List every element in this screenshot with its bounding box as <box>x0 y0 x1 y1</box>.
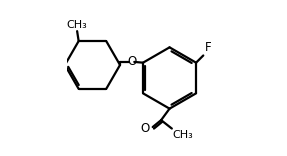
Text: O: O <box>141 122 150 135</box>
Text: CH₃: CH₃ <box>67 20 88 30</box>
Text: CH₃: CH₃ <box>172 130 193 140</box>
Text: F: F <box>205 41 211 54</box>
Text: O: O <box>127 55 136 68</box>
